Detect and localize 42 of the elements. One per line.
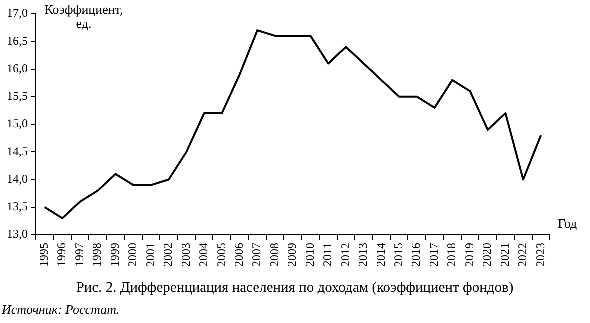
x-tick-label: 2001: [143, 243, 158, 267]
y-tick-label: 14,5: [7, 144, 28, 158]
x-tick-label: 2006: [232, 243, 246, 267]
x-tick-label: 2021: [498, 243, 512, 267]
x-tick-label: 2003: [178, 243, 193, 267]
x-tick-label: 2016: [409, 243, 424, 267]
x-tick-label: 2014: [374, 243, 388, 267]
y-tick-label: 14,0: [7, 172, 28, 186]
x-tick-label: 2009: [285, 243, 300, 267]
x-tick-label: 2018: [444, 243, 459, 267]
x-tick-label: 2008: [267, 243, 282, 267]
y-tick-label: 13,5: [7, 200, 28, 214]
text: Рис. 2. Дифференциация населения по доходам (коэффициент фондов): [75, 280, 515, 297]
x-tick-label: 2022: [516, 243, 530, 267]
x-tick-label: 2013: [356, 243, 370, 267]
x-tick-label: 2005: [214, 243, 228, 267]
y-tick-label: 16,5: [7, 34, 28, 48]
y-tick-label: 13,0: [7, 227, 28, 242]
x-tick-label: 2017: [426, 243, 441, 267]
y-tick-label: 16,0: [7, 61, 28, 76]
x-tick-label: 1999: [108, 243, 122, 267]
x-tick-label: 2015: [392, 243, 406, 267]
x-axis-title: Год: [558, 216, 578, 231]
x-tick-label: 2011: [320, 243, 335, 267]
x-tick-label: 2007: [250, 243, 264, 267]
y-axis-title: Коэффициент, ед.: [44, 2, 124, 31]
text: Источник: Росстат.: [2, 302, 120, 318]
x-tick-label: 2020: [480, 243, 494, 267]
x-tick-label: 1998: [90, 243, 104, 267]
y-tick-label: 15,5: [7, 89, 28, 104]
x-tick-label: 2023: [533, 243, 548, 267]
y-tick-label: 15,0: [7, 116, 28, 131]
x-tick-label: 1997: [72, 243, 86, 267]
x-tick-label: 2012: [338, 243, 352, 267]
y-tick-label: 17,0: [7, 6, 28, 20]
x-tick-label: 2002: [161, 243, 176, 267]
x-tick-label: 1996: [54, 243, 69, 267]
x-tick-label: 2010: [302, 243, 317, 267]
x-tick-label: 2000: [126, 243, 140, 267]
x-tick-label: 2019: [462, 243, 476, 267]
x-tick-label: 2004: [196, 243, 211, 267]
x-tick-label: 1995: [37, 243, 52, 267]
